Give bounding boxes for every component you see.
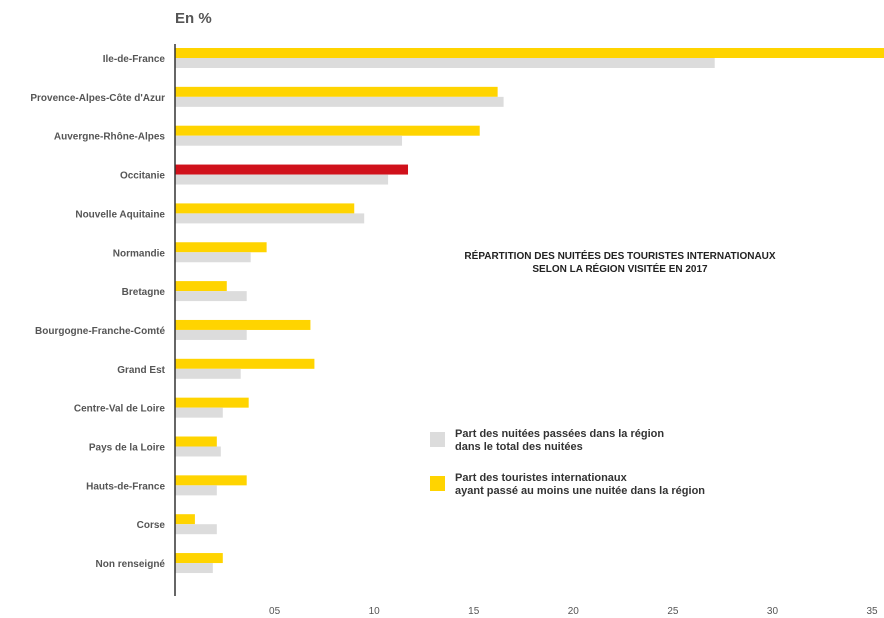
bar-tourists-bourgogne-franche-comte	[175, 319, 311, 330]
bar-tourists-corse	[175, 514, 195, 525]
chart-title: RÉPARTITION DES NUITÉES DES TOURISTES IN…	[420, 250, 820, 276]
bar-nights-nouvelle-aquitaine	[175, 213, 365, 224]
x-tick-label-5: 05	[269, 606, 281, 617]
unit-label: En %	[175, 10, 212, 27]
category-label-grand-est: Grand Est	[117, 365, 165, 376]
bar-nights-ile-de-france	[175, 58, 715, 68]
bar-tourists-occitanie	[175, 164, 409, 175]
chart-title-line-1: RÉPARTITION DES NUITÉES DES TOURISTES IN…	[464, 251, 776, 262]
category-label-ile-de-france: Ile-de-France	[103, 54, 166, 65]
bar-nights-provence-alpes-cote-d-azur	[175, 96, 504, 107]
category-label-nouvelle-aquitaine: Nouvelle Aquitaine	[75, 209, 165, 220]
category-label-corse: Corse	[137, 520, 166, 531]
bar-tourists-ile-de-france	[175, 48, 884, 58]
legend-item-total-nights: Part des nuitées passées dans la région …	[430, 428, 775, 454]
bar-tourists-nouvelle-aquitaine	[175, 203, 355, 214]
category-label-centre-val-de-loire: Centre-Val de Loire	[74, 404, 166, 415]
bar-nights-non-renseigne	[175, 563, 213, 574]
chart-title-line-2: SELON LA RÉGION VISITÉE EN 2017	[532, 264, 708, 275]
x-tick-label-10: 10	[369, 606, 381, 617]
legend-item-tourists-share: Part des touristes internationaux ayant …	[430, 472, 775, 498]
category-label-pays-de-la-loire: Pays de la Loire	[89, 443, 166, 454]
category-label-auvergne-rhone-alpes: Auvergne-Rhône-Alpes	[54, 132, 166, 143]
bar-tourists-non-renseigne	[175, 553, 223, 564]
bar-tourists-normandie	[175, 242, 267, 253]
x-tick-label-20: 20	[568, 606, 580, 617]
category-label-bourgogne-franche-comte: Bourgogne-Franche-Comté	[35, 326, 165, 337]
legend-label-tourists-share: Part des touristes internationaux ayant …	[455, 472, 706, 497]
x-tick-label-25: 25	[667, 606, 679, 617]
category-label-occitanie: Occitanie	[120, 171, 165, 182]
bar-tourists-centre-val-de-loire	[175, 397, 249, 408]
x-tick-label-15: 15	[468, 606, 480, 617]
category-label-provence-alpes-cote-d-azur: Provence-Alpes-Côte d'Azur	[30, 93, 165, 104]
legend-swatch-grey	[430, 432, 445, 447]
category-label-normandie: Normandie	[113, 248, 166, 259]
x-tick-label-30: 30	[767, 606, 779, 617]
bar-tourists-auvergne-rhone-alpes	[175, 125, 480, 136]
legend: Part des nuitées passées dans la région …	[430, 428, 775, 516]
legend-label-total-nights: Part des nuitées passées dans la région …	[455, 428, 665, 453]
bar-nights-bretagne	[175, 291, 247, 302]
bar-tourists-bretagne	[175, 281, 227, 292]
legend-swatch-yellow	[430, 476, 445, 491]
bar-nights-corse	[175, 524, 217, 535]
category-label-bretagne: Bretagne	[122, 287, 166, 298]
bar-nights-centre-val-de-loire	[175, 407, 223, 418]
bar-tourists-hauts-de-france	[175, 475, 247, 486]
bar-nights-auvergne-rhone-alpes	[175, 135, 403, 146]
bar-nights-bourgogne-franche-comte	[175, 329, 247, 340]
bar-tourists-pays-de-la-loire	[175, 436, 217, 447]
category-label-non-renseigne: Non renseigné	[96, 559, 166, 570]
bar-nights-pays-de-la-loire	[175, 446, 221, 457]
bar-tourists-grand-est	[175, 358, 315, 369]
bar-tourists-provence-alpes-cote-d-azur	[175, 86, 498, 97]
bar-nights-normandie	[175, 252, 251, 263]
x-tick-label-35: 35	[866, 606, 878, 617]
bar-nights-grand-est	[175, 368, 241, 379]
category-label-hauts-de-france: Hauts-de-France	[86, 481, 165, 492]
bar-nights-hauts-de-france	[175, 485, 217, 496]
bar-nights-occitanie	[175, 174, 389, 185]
